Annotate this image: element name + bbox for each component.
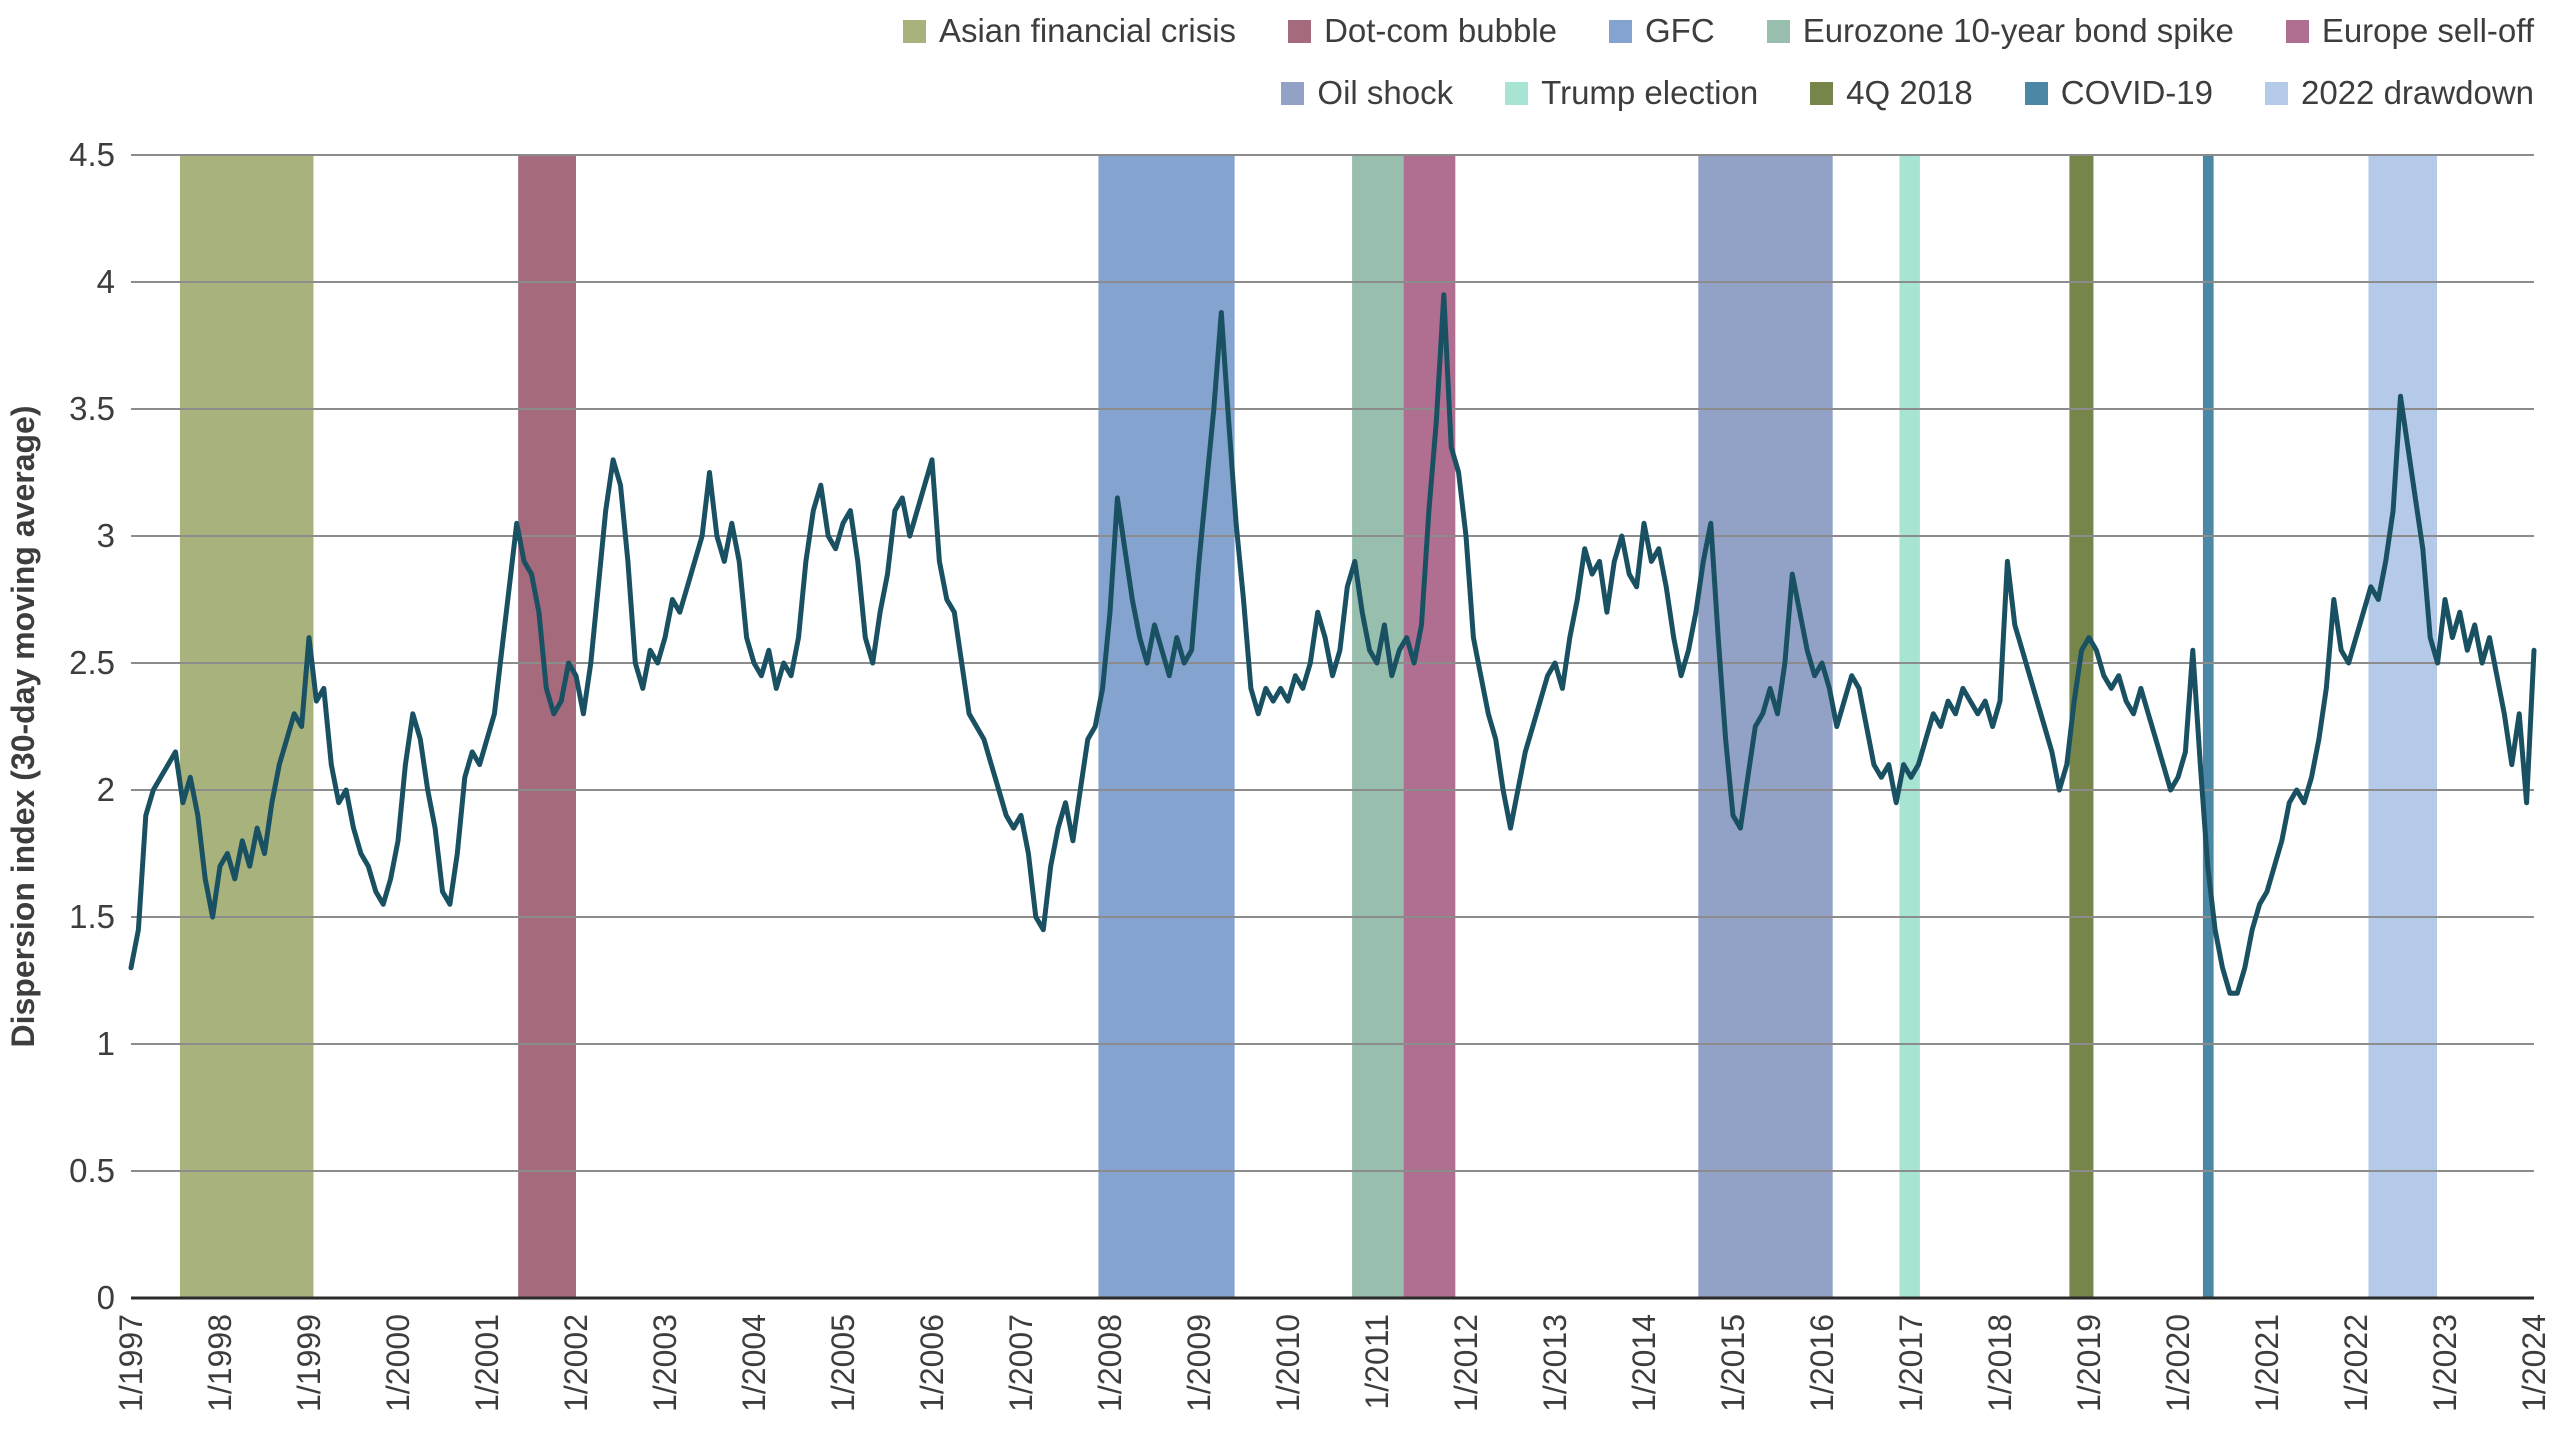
x-tick-label: 1/2021 — [2249, 1314, 2285, 1412]
x-axis-labels: 1/1997 1/1998 1/1999 1/2000 1/2001 1/2002 1/20… — [113, 1314, 2552, 1412]
x-tick-label: 1/2024 — [2516, 1314, 2552, 1412]
y-tick-label: 1 — [97, 1025, 115, 1062]
legend-swatch-covid-19 — [2024, 81, 2048, 105]
legend-item-eurozone-10-year-bond-spike: Eurozone 10-year bond spike — [1766, 12, 2234, 50]
y-tick-label: 0 — [97, 1279, 115, 1316]
event-band-gfc — [1098, 155, 1235, 1298]
x-tick-label: 1/2012 — [1448, 1314, 1484, 1412]
x-tick-label: 1/2002 — [558, 1314, 594, 1412]
x-tick-label: 1/1998 — [202, 1314, 238, 1412]
legend-item-oil-shock: Oil shock — [1281, 74, 1453, 112]
x-tick-label: 1/2003 — [647, 1314, 683, 1412]
legend-label: 2022 drawdown — [2301, 74, 2534, 111]
legend-item-covid-19: COVID-19 — [2024, 74, 2213, 112]
legend-label: Dot-com bubble — [1324, 12, 1558, 49]
x-tick-label: 1/2011 — [1359, 1314, 1395, 1410]
legend-label: Asian financial crisis — [938, 12, 1237, 49]
x-tick-label: 1/2015 — [1715, 1314, 1751, 1412]
legend-item-europe-sell-off: Europe sell-off — [2285, 12, 2534, 50]
y-tick-label: 2.5 — [69, 644, 115, 681]
x-tick-label: 1/2017 — [1893, 1314, 1929, 1412]
legend-swatch-oil-shock — [1281, 81, 1305, 105]
legend-label: 4Q 2018 — [1846, 74, 1973, 111]
x-tick-label: 1/2009 — [1181, 1314, 1217, 1412]
x-tick-label: 1/2019 — [2071, 1314, 2107, 1412]
x-tick-label: 1/2016 — [1804, 1314, 1840, 1412]
legend-swatch-europe-sell-off — [2285, 19, 2309, 43]
y-tick-label: 3 — [97, 517, 115, 554]
legend-swatch-eurozone-10-year-bond-spike — [1766, 19, 1790, 43]
legend-swatch-trump-election — [1505, 81, 1529, 105]
x-tick-label: 1/2006 — [914, 1314, 950, 1412]
legend-label: Eurozone 10-year bond spike — [1802, 12, 2234, 49]
legend-item-2022-drawdown: 2022 drawdown — [2265, 74, 2534, 112]
legend-swatch-2022-drawdown — [2265, 81, 2288, 105]
event-band-dot-com-bubble — [518, 155, 576, 1298]
y-tick-label: 3.5 — [69, 390, 115, 427]
legend-row-1: Asian financial crisis Dot-com bubble GFC E… — [902, 12, 2534, 50]
event-band-trump-election — [1899, 155, 1920, 1298]
legend-label: Europe sell-off — [2321, 12, 2534, 49]
legend-label: COVID-19 — [2060, 74, 2213, 111]
y-tick-label: 1.5 — [69, 898, 115, 935]
legend-row-2: Oil shock Trump election 4Q 2018 COVID-19 20… — [1281, 74, 2534, 112]
legend-label: Oil shock — [1317, 74, 1454, 111]
x-tick-label: 1/2023 — [2427, 1314, 2463, 1412]
x-tick-label: 1/2007 — [1003, 1314, 1039, 1412]
x-tick-label: 1/1997 — [113, 1314, 149, 1412]
x-tick-label: 1/2008 — [1092, 1314, 1128, 1412]
x-tick-label: 1/2010 — [1270, 1314, 1306, 1412]
legend-item-4q-2018: 4Q 2018 — [1810, 74, 1973, 112]
y-axis-labels: 0 0.5 1 1.5 2 2.5 3 3.5 4 4.5 — [69, 136, 115, 1316]
x-tick-label: 1/2000 — [380, 1314, 416, 1412]
x-tick-label: 1/2022 — [2338, 1314, 2374, 1412]
x-tick-label: 1/2020 — [2160, 1314, 2196, 1412]
legend-item-asian-financial-crisis: Asian financial crisis — [902, 12, 1237, 50]
legend-item-gfc: GFC — [1609, 12, 1715, 50]
x-tick-label: 1/1999 — [291, 1314, 327, 1412]
x-tick-label: 1/2018 — [1982, 1314, 2018, 1412]
event-band-asian-financial-crisis — [179, 155, 314, 1298]
legend-swatch-4q-2018 — [1810, 81, 1834, 105]
x-tick-label: 1/2001 — [469, 1314, 505, 1412]
event-band-2022-drawdown — [2368, 155, 2437, 1298]
x-tick-label: 1/2014 — [1626, 1314, 1662, 1412]
legend-swatch-gfc — [1609, 19, 1633, 43]
y-tick-label: 4 — [97, 263, 115, 300]
event-band-covid-19 — [2202, 155, 2214, 1298]
event-band-eurozone-10-year-bond-spike — [1352, 155, 1407, 1298]
y-tick-label: 0.5 — [69, 1152, 115, 1189]
event-band-oil-shock — [1698, 155, 1833, 1298]
x-tick-label: 1/2005 — [825, 1314, 861, 1412]
x-tick-label: 1/2013 — [1537, 1314, 1573, 1412]
legend-swatch-asian-financial-crisis — [902, 19, 926, 43]
legend-label: Trump election — [1541, 74, 1759, 111]
legend-label: GFC — [1645, 12, 1715, 49]
legend-item-dot-com-bubble: Dot-com bubble — [1288, 12, 1557, 50]
dispersion-index-line — [128, 292, 2537, 996]
legend-swatch-dot-com-bubble — [1288, 19, 1312, 43]
y-tick-label: 4.5 — [69, 136, 115, 173]
event-bands — [179, 155, 2437, 1298]
x-tick-label: 1/2004 — [736, 1314, 772, 1412]
legend-item-trump-election: Trump election — [1505, 74, 1758, 112]
y-tick-label: 2 — [97, 771, 115, 808]
y-axis-title: Dispersion index (30-day moving average) — [5, 406, 41, 1048]
